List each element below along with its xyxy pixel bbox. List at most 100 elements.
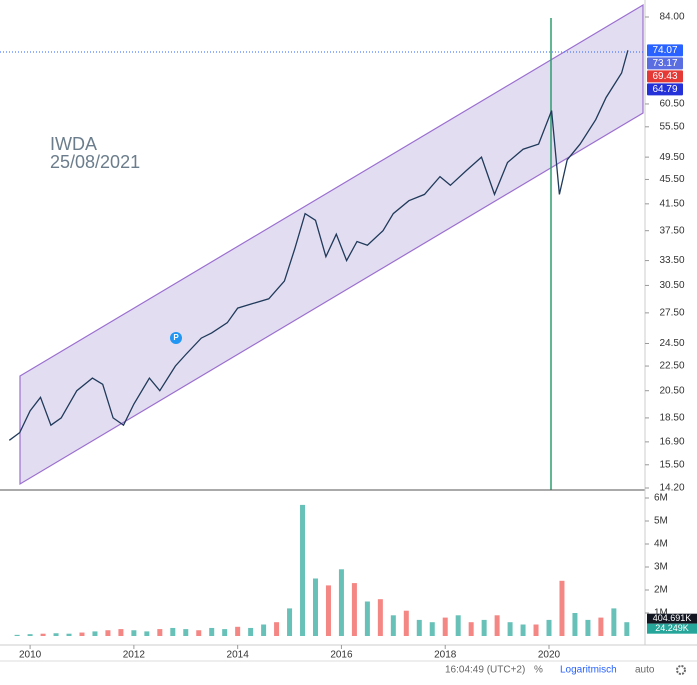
volume-bar <box>507 622 513 636</box>
volume-bar <box>598 617 604 636</box>
volume-bar <box>559 580 565 636</box>
y-tick-label: 16.90 <box>659 437 684 448</box>
volume-bar <box>377 599 383 636</box>
volume-bar <box>312 578 318 636</box>
toolbar-percent[interactable]: % <box>534 665 543 676</box>
price-label: 69.43 <box>652 71 677 82</box>
volume-bar <box>429 622 435 636</box>
y-tick-label: 49.50 <box>659 152 684 163</box>
toolbar-log[interactable]: Logaritmisch <box>560 665 617 676</box>
volume-bar <box>611 608 617 636</box>
price-label-box <box>647 57 683 70</box>
volume-bar <box>144 631 150 636</box>
volume-bar <box>40 633 46 636</box>
y-tick-label: 84.00 <box>659 12 684 23</box>
volume-bar <box>79 632 85 636</box>
volume-bar <box>494 615 500 636</box>
volume-bar <box>105 630 111 636</box>
volume-bar <box>300 504 306 636</box>
volume-label-box <box>647 613 697 624</box>
volume-bar <box>390 615 396 636</box>
y-tick-label: 60.50 <box>659 99 684 110</box>
toolbar-time: 16:04:49 (UTC+2) <box>445 665 525 676</box>
volume-bar <box>222 629 228 636</box>
x-tick-label: 2018 <box>434 650 457 661</box>
toolbar-auto[interactable]: auto <box>635 665 655 676</box>
date-label: 25/08/2021 <box>50 152 140 172</box>
y-tick-label: 15.50 <box>659 459 684 470</box>
volume-bar <box>533 624 539 636</box>
volume-bar <box>546 619 552 636</box>
volume-bar <box>274 622 280 636</box>
volume-bar <box>364 601 370 636</box>
marker-icon[interactable] <box>170 332 182 344</box>
x-tick-label: 2014 <box>227 650 250 661</box>
volume-bar <box>92 631 98 636</box>
price-label-box <box>647 83 683 96</box>
volume-bar <box>572 613 578 636</box>
y-tick-label: 22.50 <box>659 361 684 372</box>
volume-bar <box>261 624 267 636</box>
y-tick-label: 1M <box>654 608 668 619</box>
y-tick-label: 2M <box>654 585 668 596</box>
y-tick-label: 30.50 <box>659 280 684 291</box>
volume-bar <box>235 626 241 636</box>
volume-label: 24.249K <box>655 623 689 633</box>
volume-bar <box>209 627 215 636</box>
y-tick-label: 5M <box>654 516 668 527</box>
x-tick-label: 2012 <box>123 650 146 661</box>
x-tick-label: 2016 <box>330 650 353 661</box>
x-tick-label: 2020 <box>538 650 561 661</box>
volume-bar <box>481 619 487 636</box>
volume-bar <box>520 624 526 636</box>
volume-bar <box>248 627 254 636</box>
volume-bar <box>157 629 163 636</box>
price-label: 64.79 <box>652 84 677 95</box>
y-tick-label: 37.50 <box>659 225 684 236</box>
volume-bar <box>14 634 20 636</box>
y-tick-label: 20.50 <box>659 385 684 396</box>
volume-bar <box>468 622 474 636</box>
y-tick-label: 18.50 <box>659 413 684 424</box>
y-tick-label: 41.50 <box>659 198 684 209</box>
volume-bar <box>325 585 331 636</box>
y-tick-label: 6M <box>654 493 668 504</box>
price-label-box <box>647 44 683 57</box>
settings-icon[interactable] <box>676 665 686 675</box>
y-tick-label: 33.50 <box>659 255 684 266</box>
y-tick-label: 24.50 <box>659 338 684 349</box>
volume-label: 404.691K <box>653 613 692 623</box>
price-line <box>8 50 629 441</box>
symbol-label: IWDA <box>50 134 97 154</box>
volume-bar <box>287 608 293 636</box>
volume-label-box <box>647 623 697 634</box>
volume-bar <box>183 629 189 636</box>
y-tick-label: 14.20 <box>659 483 684 494</box>
volume-bar <box>53 633 59 636</box>
y-tick-label: 27.50 <box>659 308 684 319</box>
volume-bar <box>170 627 176 636</box>
volume-bar <box>624 622 630 636</box>
marker-text[interactable]: P <box>173 333 179 342</box>
x-tick-label: 2010 <box>19 650 42 661</box>
volume-bar <box>416 619 422 636</box>
volume-bar <box>131 630 137 636</box>
volume-bar <box>455 615 461 636</box>
price-label-box <box>647 70 683 83</box>
volume-bar <box>27 634 33 636</box>
price-label: 73.17 <box>652 58 677 69</box>
y-tick-label: 45.50 <box>659 174 684 185</box>
volume-bar <box>403 610 409 636</box>
y-tick-label: 55.50 <box>659 121 684 132</box>
price-label: 74.07 <box>652 45 677 56</box>
volume-bar <box>585 619 591 636</box>
volume-bar <box>442 617 448 636</box>
volume-bar <box>118 629 124 636</box>
volume-bar <box>338 569 344 636</box>
y-tick-label: 4M <box>654 539 668 550</box>
y-tick-label: 3M <box>654 562 668 573</box>
volume-bar <box>351 583 357 636</box>
volume-bar <box>66 633 72 636</box>
volume-bar <box>196 630 202 636</box>
